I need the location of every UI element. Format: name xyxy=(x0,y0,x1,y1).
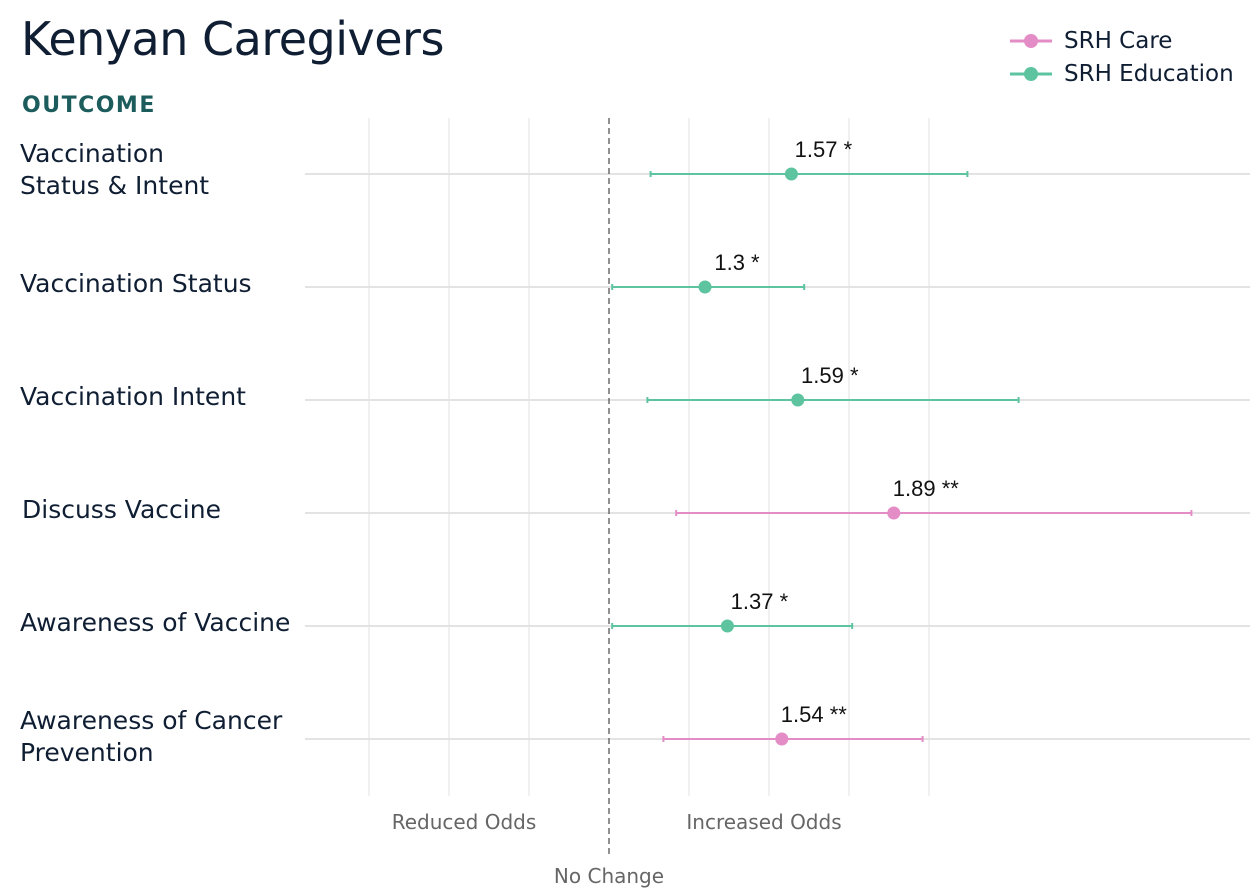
point-estimate xyxy=(698,280,712,294)
estimate-label: 1.37 * xyxy=(731,589,789,614)
point-estimate xyxy=(791,393,805,407)
outcome-label-vaccination-status-intent: Vaccination Status & Intent xyxy=(20,139,210,200)
legend-item-srh-care: SRH Care xyxy=(1010,24,1234,57)
estimate-label: 1.54 ** xyxy=(781,702,847,727)
point-estimate xyxy=(784,167,798,181)
outcome-label-awareness-vaccine: Awareness of Vaccine xyxy=(20,608,291,637)
outcome-label-vaccination-status: Vaccination Status xyxy=(20,269,252,298)
legend: SRH Care SRH Education xyxy=(1010,24,1234,90)
estimate-label: 1.3 * xyxy=(714,250,760,275)
outcome-column-header: OUTCOME xyxy=(22,93,156,118)
outcome-label-awareness-cancer-prevention: Awareness of Cancer Prevention xyxy=(20,706,283,767)
outcome-label-vaccination-intent: Vaccination Intent xyxy=(20,382,246,411)
point-estimate xyxy=(720,619,734,633)
estimate-label: 1.57 * xyxy=(795,137,853,162)
reduced-odds-label: Reduced Odds xyxy=(392,810,537,834)
estimate-label: 1.89 ** xyxy=(893,476,959,501)
point-estimate xyxy=(775,732,789,746)
legend-item-srh-education: SRH Education xyxy=(1010,57,1234,90)
point-estimate xyxy=(887,506,901,520)
legend-swatch-srh-care xyxy=(1010,33,1052,48)
legend-label-srh-education: SRH Education xyxy=(1064,60,1234,87)
legend-label-srh-care: SRH Care xyxy=(1064,27,1173,54)
increased-odds-label: Increased Odds xyxy=(686,810,841,834)
legend-swatch-srh-education xyxy=(1010,66,1052,81)
chart-title: Kenyan Caregivers xyxy=(21,12,444,66)
outcome-label-discuss-vaccine: Discuss Vaccine xyxy=(22,495,221,524)
no-change-label: No Change xyxy=(554,864,664,888)
estimate-label: 1.59 * xyxy=(801,363,859,388)
